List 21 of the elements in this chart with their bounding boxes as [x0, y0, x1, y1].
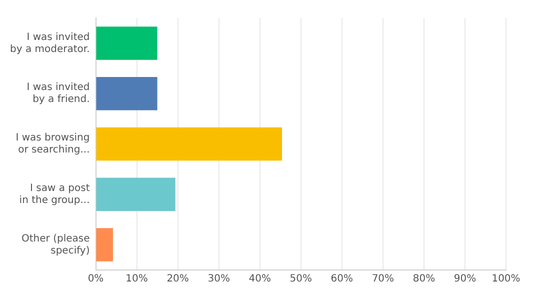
x-tick-label: 50%: [290, 274, 312, 285]
bar: [96, 26, 158, 60]
y-tick-label: I was invited by a moderator.: [10, 32, 90, 55]
x-tick-label: 100%: [492, 274, 520, 285]
bar: [96, 178, 176, 212]
y-tick-label: I saw a post in the group...: [19, 182, 90, 206]
x-tick-label: 0%: [88, 274, 104, 285]
y-tick-label: I was invited by a friend.: [26, 82, 90, 106]
bar: [96, 127, 282, 161]
x-tick-label: 80%: [412, 274, 436, 285]
x-tick-label: 40%: [248, 274, 271, 285]
x-tick-label: 20%: [166, 274, 189, 285]
bar: [96, 228, 113, 262]
y-tick-label: I was browsing or searching...: [16, 132, 90, 156]
x-tick-label: 70%: [372, 274, 394, 285]
bar: [96, 76, 158, 110]
x-tick-label: 30%: [208, 274, 230, 285]
x-tick-label: 90%: [454, 274, 476, 285]
x-tick-label: 60%: [330, 274, 354, 285]
x-tick-label: 10%: [126, 274, 148, 285]
y-tick-label: Other (please specify): [22, 233, 90, 256]
